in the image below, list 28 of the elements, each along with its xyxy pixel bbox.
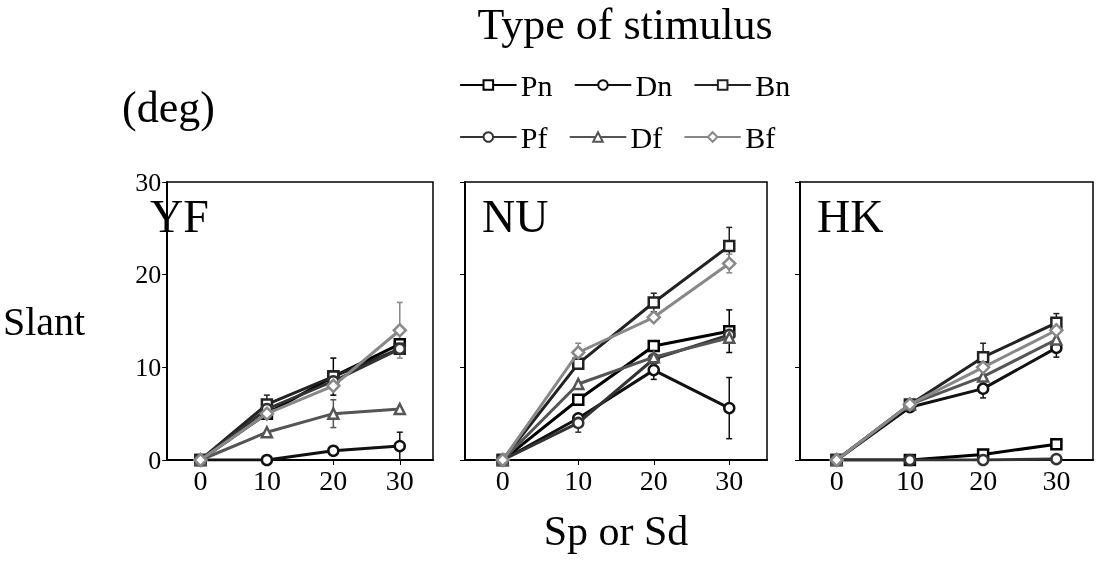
text: (deg) (122, 82, 215, 132)
x-tick-label: 30 (715, 464, 744, 496)
chart-title: HK (817, 190, 884, 242)
x-axis-title: Sp or Sd (543, 508, 689, 554)
x-tick-label: 0 (829, 464, 844, 496)
y-tick-label: 30 (135, 167, 162, 197)
legend-label: Bn (755, 68, 791, 102)
x-tick-label: 30 (1042, 464, 1071, 496)
x-tick-label: 30 (385, 464, 414, 496)
y-tick-label: 20 (135, 260, 162, 290)
x-tick-label: 0 (495, 464, 510, 496)
x-tick-label: 10 (564, 464, 593, 496)
legend-label: Dn (635, 68, 673, 102)
legend-label: Pf (520, 120, 548, 154)
x-tick-label: 20 (319, 464, 348, 496)
x-tick-label: 10 (895, 464, 924, 496)
y-axis-title: Slant (2, 298, 86, 344)
legend-label: Pn (520, 68, 553, 102)
legend-label: Bf (745, 120, 776, 154)
x-tick-label: 0 (193, 464, 208, 496)
chart-title: NU (482, 190, 549, 242)
legend-title: Type of stimulus (477, 0, 773, 49)
x-tick-label: 20 (969, 464, 998, 496)
legend-label: Df (630, 120, 663, 154)
y-tick-label: 0 (148, 445, 162, 475)
x-tick-label: 20 (639, 464, 668, 496)
y-tick-label: 10 (135, 352, 162, 382)
x-tick-label: 10 (252, 464, 281, 496)
